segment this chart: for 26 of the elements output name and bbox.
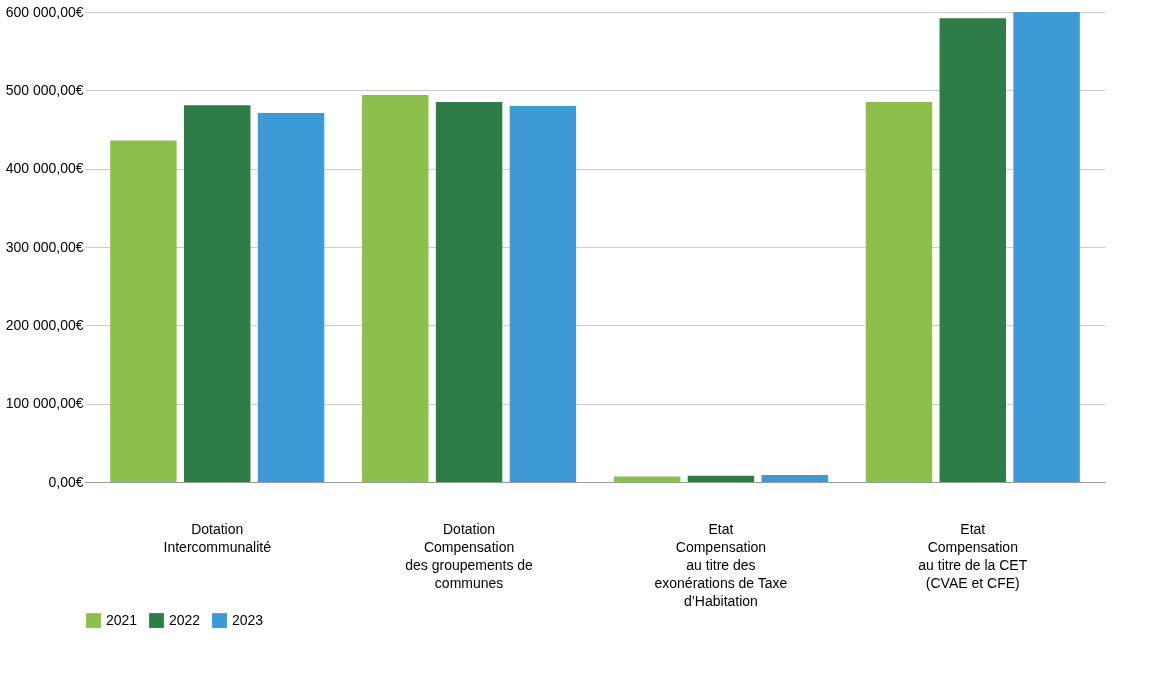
bar bbox=[761, 474, 828, 482]
bar bbox=[257, 113, 325, 482]
x-tick-label: Etat Compensation au titre des exonérations de Taxe d’Habitation bbox=[654, 520, 788, 609]
y-tick-label: 300 000,00€ bbox=[5, 238, 84, 255]
bar bbox=[865, 102, 933, 482]
bar bbox=[613, 476, 681, 482]
bar bbox=[509, 106, 577, 482]
bar bbox=[184, 105, 251, 482]
y-tick-label: 400 000,00€ bbox=[5, 160, 84, 177]
x-tick-label: Dotation Compensation des groupements de communes bbox=[405, 520, 534, 591]
y-tick-label: 200 000,00€ bbox=[5, 316, 84, 333]
y-tick-label: 0,00€ bbox=[48, 473, 84, 490]
legend-label: 2022 bbox=[169, 611, 201, 628]
legend-label: 2021 bbox=[106, 611, 138, 628]
x-tick-label: Etat Compensation au titre de la CET (CVAE et CFE) bbox=[918, 520, 1028, 591]
y-tick-label: 500 000,00€ bbox=[5, 81, 84, 98]
legend-label: 2023 bbox=[232, 611, 264, 628]
x-tick-label: Dotation Intercommunalité bbox=[163, 520, 272, 555]
bar bbox=[435, 102, 503, 482]
y-tick-label: 600 000,00€ bbox=[5, 3, 84, 20]
bar bbox=[110, 140, 177, 482]
bar bbox=[362, 95, 429, 482]
bar bbox=[939, 18, 1006, 482]
bar bbox=[1013, 12, 1080, 482]
bar bbox=[687, 475, 755, 482]
y-tick-label: 100 000,00€ bbox=[5, 395, 84, 412]
